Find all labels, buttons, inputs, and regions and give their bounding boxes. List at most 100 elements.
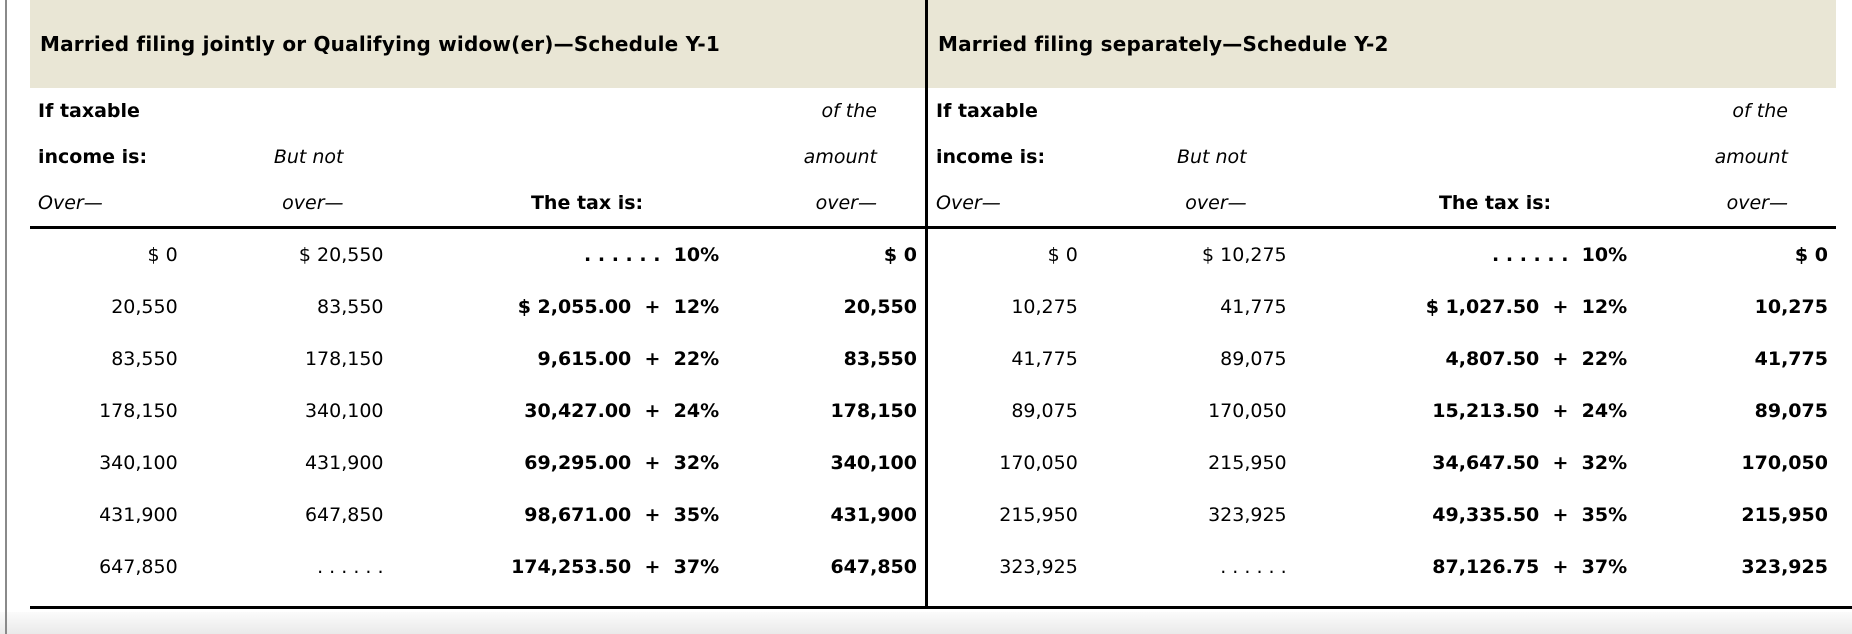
tax-cell: 30,427.00 + 24%	[524, 400, 720, 422]
over-cell: $ 0	[147, 244, 178, 266]
tax-cell: 9,615.00 + 22%	[537, 348, 720, 370]
tax-bracket-row: 170,050 215,950 34,647.50 + 32% 170,050	[928, 437, 1836, 489]
amount-over-cell: 20,550	[843, 296, 917, 318]
schedule-y2-title: Married filing separately—Schedule Y-2	[928, 0, 1836, 88]
over-cell: 89,075	[1011, 400, 1078, 422]
header-income-is: income is:	[38, 146, 148, 168]
tax-bracket-row: $ 0 $ 10,275 . . . . . . 10% $ 0	[928, 229, 1836, 281]
header-of-the: of the	[1732, 100, 1788, 122]
header-over: Over—	[936, 192, 1001, 214]
amount-over-cell: 178,150	[830, 400, 917, 422]
but-not-over-cell: 178,150	[304, 348, 384, 370]
tax-bracket-row: 10,275 41,775 $ 1,027.50 + 12% 10,275	[928, 281, 1836, 333]
tax-bracket-row: 431,900 647,850 98,671.00 + 35% 431,900	[30, 489, 925, 541]
header-of-the: of the	[821, 100, 877, 122]
amount-over-cell: 41,775	[1754, 348, 1828, 370]
but-not-over-cell: 215,950	[1208, 452, 1287, 474]
page-edge-rule	[5, 0, 7, 634]
over-cell: 178,150	[99, 400, 178, 422]
over-cell: 215,950	[999, 504, 1078, 526]
tax-cell: 15,213.50 + 24%	[1432, 400, 1628, 422]
amount-over-cell: 215,950	[1741, 504, 1828, 526]
over-cell: 41,775	[1011, 348, 1078, 370]
tax-bracket-row: 340,100 431,900 69,295.00 + 32% 340,100	[30, 437, 925, 489]
tax-cell: 4,807.50 + 22%	[1445, 348, 1628, 370]
header-but-not-over: over—	[1185, 192, 1247, 214]
tax-bracket-row: 20,550 83,550 $ 2,055.00 + 12% 20,550	[30, 281, 925, 333]
but-not-over-cell: . . . . . .	[1220, 556, 1287, 578]
header-but-not: But not	[1176, 146, 1247, 168]
schedule-y1-title: Married filing jointly or Qualifying wid…	[30, 0, 925, 88]
tax-schedules-tables: Married filing jointly or Qualifying wid…	[30, 0, 1836, 609]
tax-bracket-row: 647,850 . . . . . . 174,253.50 + 37% 647…	[30, 541, 925, 593]
tax-bracket-row: 323,925 . . . . . . 87,126.75 + 37% 323,…	[928, 541, 1836, 593]
header-amount: amount	[1714, 146, 1788, 168]
schedule-y2-column-headers: If taxable of the income is: But not amo…	[928, 88, 1836, 229]
amount-over-cell: 89,075	[1754, 400, 1828, 422]
header-amount: amount	[803, 146, 877, 168]
but-not-over-cell: $ 10,275	[1202, 244, 1287, 266]
tax-cell: 34,647.50 + 32%	[1432, 452, 1628, 474]
amount-over-cell: 170,050	[1741, 452, 1828, 474]
tax-bracket-row: 215,950 323,925 49,335.50 + 35% 215,950	[928, 489, 1836, 541]
over-cell: 431,900	[99, 504, 178, 526]
tax-cell: 98,671.00 + 35%	[524, 504, 720, 526]
but-not-over-cell: 431,900	[304, 452, 384, 474]
tax-cell: 69,295.00 + 32%	[524, 452, 720, 474]
header-the-tax-is: The tax is:	[1438, 192, 1552, 214]
but-not-over-cell: 170,050	[1208, 400, 1287, 422]
tax-bracket-row: 83,550 178,150 9,615.00 + 22% 83,550	[30, 333, 925, 385]
tax-cell: $ 1,027.50 + 12%	[1425, 296, 1628, 318]
but-not-over-cell: 41,775	[1220, 296, 1287, 318]
tax-bracket-row: 89,075 170,050 15,213.50 + 24% 89,075	[928, 385, 1836, 437]
tax-cell: $ 2,055.00 + 12%	[517, 296, 720, 318]
amount-over-cell: $ 0	[1794, 244, 1828, 266]
tax-cell: 174,253.50 + 37%	[511, 556, 720, 578]
but-not-over-cell: 340,100	[304, 400, 384, 422]
header-if-taxable: If taxable	[936, 100, 1038, 122]
header-amount-over: over—	[1726, 192, 1788, 214]
but-not-over-cell: 323,925	[1208, 504, 1287, 526]
over-cell: 323,925	[999, 556, 1078, 578]
but-not-over-cell: 83,550	[317, 296, 384, 318]
panel-divider	[925, 0, 928, 609]
over-cell: 10,275	[1011, 296, 1078, 318]
over-cell: 20,550	[111, 296, 178, 318]
header-the-tax-is: The tax is:	[530, 192, 644, 214]
schedule-y1-column-headers: If taxable of the income is: But not amo…	[30, 88, 925, 229]
tax-bracket-row: 178,150 340,100 30,427.00 + 24% 178,150	[30, 385, 925, 437]
tax-cell: 49,335.50 + 35%	[1432, 504, 1628, 526]
tax-cell: . . . . . . 10%	[584, 244, 720, 266]
amount-over-cell: 340,100	[830, 452, 917, 474]
tax-bracket-row: 41,775 89,075 4,807.50 + 22% 41,775	[928, 333, 1836, 385]
header-amount-over: over—	[815, 192, 877, 214]
over-cell: 647,850	[99, 556, 178, 578]
over-cell: 340,100	[99, 452, 178, 474]
header-but-not-over: over—	[282, 192, 344, 214]
over-cell: 170,050	[999, 452, 1078, 474]
but-not-over-cell: 89,075	[1220, 348, 1287, 370]
amount-over-cell: 323,925	[1741, 556, 1828, 578]
but-not-over-cell: . . . . . .	[317, 556, 384, 578]
over-cell: 83,550	[111, 348, 178, 370]
tax-cell: 87,126.75 + 37%	[1432, 556, 1628, 578]
but-not-over-cell: $ 20,550	[298, 244, 384, 266]
amount-over-cell: 83,550	[843, 348, 917, 370]
header-over: Over—	[38, 192, 103, 214]
tax-bracket-row: $ 0 $ 20,550 . . . . . . 10% $ 0	[30, 229, 925, 281]
tax-cell: . . . . . . 10%	[1492, 244, 1628, 266]
amount-over-cell: 10,275	[1754, 296, 1828, 318]
schedule-y2-panel: Married filing separately—Schedule Y-2 I…	[928, 0, 1836, 606]
header-income-is: income is:	[936, 146, 1046, 168]
schedule-y1-rows: $ 0 $ 20,550 . . . . . . 10% $ 0 20,550 …	[30, 229, 925, 606]
amount-over-cell: $ 0	[883, 244, 917, 266]
header-but-not: But not	[273, 146, 344, 168]
page-bottom-shading	[0, 612, 1852, 634]
schedule-y1-panel: Married filing jointly or Qualifying wid…	[30, 0, 925, 606]
header-if-taxable: If taxable	[38, 100, 140, 122]
but-not-over-cell: 647,850	[304, 504, 384, 526]
amount-over-cell: 431,900	[830, 504, 917, 526]
table-bottom-border	[30, 606, 1852, 609]
over-cell: $ 0	[1047, 244, 1078, 266]
